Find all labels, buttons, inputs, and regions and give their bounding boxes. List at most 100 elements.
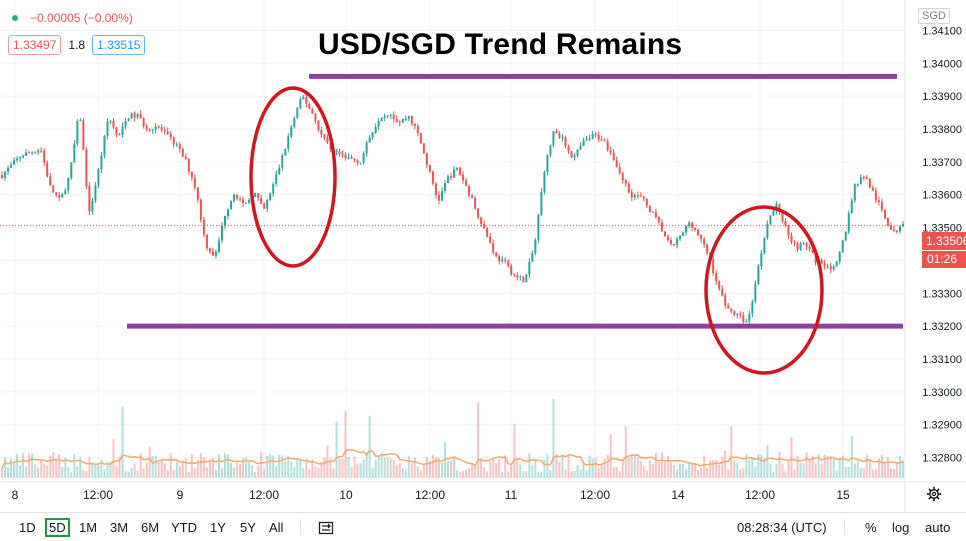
range-3m[interactable]: 3M [110,520,129,535]
candle-body [832,266,835,270]
range-1m[interactable]: 1M [79,520,98,535]
volume-bar [480,458,483,478]
candle-body [733,311,736,315]
candle-body [371,132,374,138]
range-all[interactable]: All [269,520,284,535]
y-tick-label: 1.34100 [922,25,962,37]
candle-body [199,199,202,220]
spread-value: 1.8 [68,38,86,52]
candle-body [627,183,630,193]
range-1d[interactable]: 1D [19,520,36,535]
utc-clock[interactable]: 08:28:34 (UTC) [737,520,827,535]
volume-bar [811,456,814,478]
volume-bar [103,469,106,478]
volume-bar [603,458,606,478]
auto-toggle[interactable]: auto [925,520,951,535]
volume-bar [148,447,151,478]
range-6m[interactable]: 6M [141,520,160,535]
volume-bar [31,453,34,478]
candle-body [850,200,853,214]
sell-button[interactable]: 1.33497 [8,35,62,55]
candle-body [778,203,781,212]
candle-body [772,211,775,216]
volume-bar [202,457,205,478]
volume-bar [636,457,639,478]
y-tick-label: 1.32800 [922,453,962,465]
candle-body [82,120,85,150]
candle-body [853,184,856,201]
volume-bar [332,468,335,478]
volume-bar [808,459,811,478]
candle-body [386,115,389,117]
time-axis[interactable]: 8 12:00 9 12:00 10 12:00 11 12:00 14 12:00 15 [12,488,850,502]
candle-body [169,133,172,138]
range-5y[interactable]: 5Y [240,520,256,535]
range-5d[interactable]: 5D [45,518,70,537]
volume-bar [564,469,567,478]
volume-bar [377,456,380,478]
volume-bar [181,460,184,478]
y-tick-label: 1.32900 [922,420,962,432]
candle-body [115,127,118,135]
y-tick-label: 1.33300 [922,288,962,300]
candle-body [374,126,377,133]
compare-icon[interactable] [318,520,334,536]
candle-body [55,192,58,196]
candle-body [263,203,266,209]
volume-bar [856,461,859,478]
volume-bar [781,464,784,478]
volume-bar [359,463,362,478]
volume-bar [386,457,389,478]
volume-bar [329,457,332,478]
candle-body [25,152,28,156]
log-toggle[interactable]: log [892,520,910,535]
percent-toggle[interactable]: % [865,520,877,535]
candle-body [694,227,697,230]
candle-body [1,175,3,178]
volume-bar [160,459,163,478]
volume-bar [703,455,706,478]
candle-body [483,224,486,229]
annotation-ellipse-left[interactable] [249,86,337,268]
volume-bar [477,402,480,478]
volume-bar [293,467,296,478]
volume-bar [874,469,877,478]
buy-button[interactable]: 1.33515 [92,35,146,55]
volume-bar [227,454,230,478]
candle-body [468,185,471,196]
candle-body [633,195,636,198]
volume-bar [799,462,802,478]
volume-bar [434,457,437,478]
volume-bar [651,464,654,478]
volume-bar [431,454,434,478]
candle-body [766,223,769,238]
candle-body [227,209,230,217]
candle-body [507,260,510,266]
dot-icon [12,15,18,21]
volume-bar [356,463,359,478]
y-tick-label: 1.33200 [922,321,962,333]
volume-bar [251,465,254,478]
volume-bar [462,470,465,478]
volume-bar [19,465,22,478]
gear-icon[interactable] [926,486,942,502]
volume-bar [199,452,202,478]
currency-badge[interactable]: SGD [918,8,950,24]
volume-bar [645,470,648,478]
volume-bar [727,469,730,478]
range-1y[interactable]: 1Y [210,520,226,535]
range-ytd[interactable]: YTD [171,520,197,535]
volume-bar [657,461,660,478]
candle-body [841,240,844,253]
candle-body [742,315,745,323]
volume-bar [365,452,368,478]
volume-bar [832,459,835,478]
candle-body [19,157,22,159]
annotation-ellipse-right[interactable] [704,205,824,375]
price-change: −0.00005 (−0.00%) [30,11,133,25]
volume-bar [675,469,678,478]
candle-body [823,263,826,267]
volume-bar [588,455,591,478]
volume-bar [898,455,901,478]
